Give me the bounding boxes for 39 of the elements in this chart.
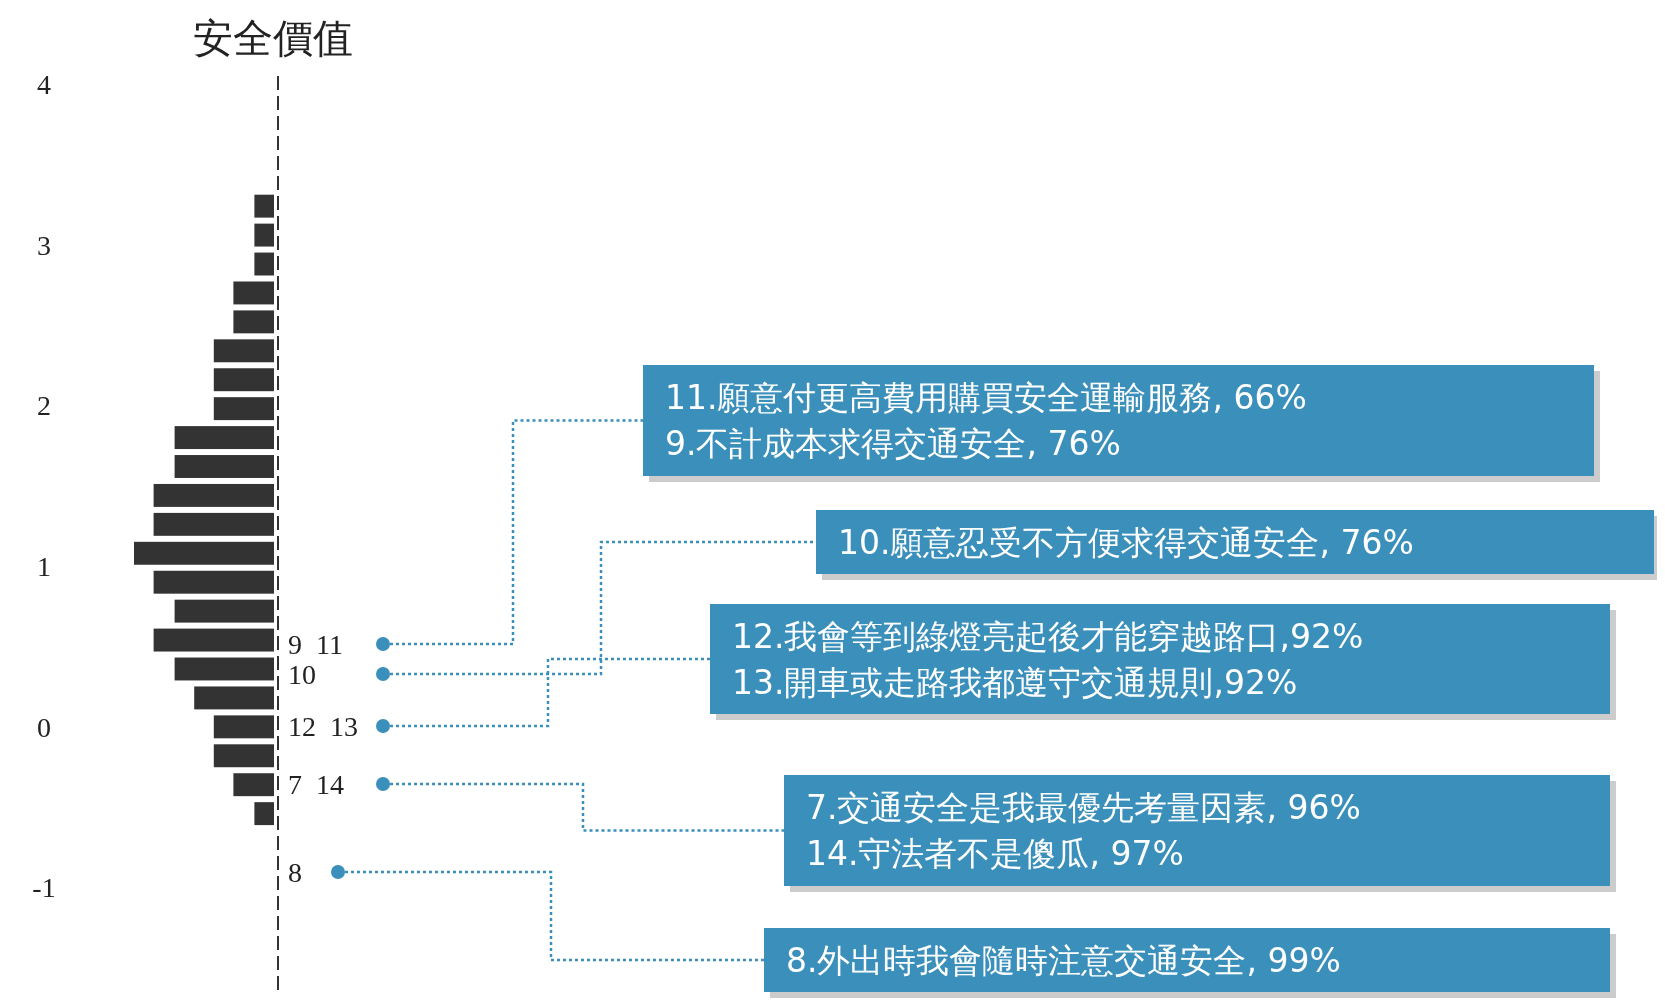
bar — [174, 455, 274, 478]
bar — [213, 715, 274, 739]
bar — [213, 397, 274, 421]
bar — [213, 744, 274, 768]
text: 10.願意忍受不方便求得交通安全, 76% — [838, 522, 1414, 562]
chart-title: 安全價值 — [193, 15, 353, 61]
bar — [153, 570, 274, 594]
bar — [233, 310, 274, 334]
y-tick-label: 4 — [37, 68, 51, 100]
bar — [153, 628, 274, 652]
bar — [213, 339, 274, 363]
text: 12.我會等到綠燈亮起後才能穿越路口,92% 13.開車或走路我都遵守交通規則,92% — [732, 616, 1364, 702]
y-tick-label: 0 — [37, 711, 51, 743]
y-tick-label: 2 — [37, 390, 51, 422]
text: 8.外出時我會隨時注意交通安全, 99% — [786, 940, 1341, 980]
y-tick-label: -1 — [32, 872, 56, 904]
bar — [153, 483, 274, 507]
bar — [174, 657, 274, 681]
text: 9 11 — [288, 628, 343, 660]
bar — [254, 223, 274, 247]
text: 8 — [288, 856, 302, 888]
bar — [233, 281, 274, 305]
text: 10 — [288, 658, 316, 690]
text: 7.交通安全是我最優先考量因素, 96% 14.守法者不是傻瓜, 97% — [806, 788, 1361, 874]
bar — [134, 541, 274, 565]
y-tick-label: 3 — [37, 229, 51, 261]
bar — [194, 686, 274, 710]
bar — [233, 773, 274, 797]
text: 11.願意付更高費用購買安全運輸服務, 66% 9.不計成本求得交通安全, 76% — [665, 378, 1307, 464]
bar — [174, 426, 274, 450]
text: 7 14 — [288, 768, 344, 800]
bar — [254, 802, 274, 826]
bar — [174, 599, 274, 623]
bar — [254, 252, 274, 276]
bar — [213, 368, 274, 392]
text: 12 13 — [288, 710, 358, 742]
bar — [153, 512, 274, 536]
bar — [254, 194, 274, 218]
y-tick-label: 1 — [37, 550, 51, 582]
